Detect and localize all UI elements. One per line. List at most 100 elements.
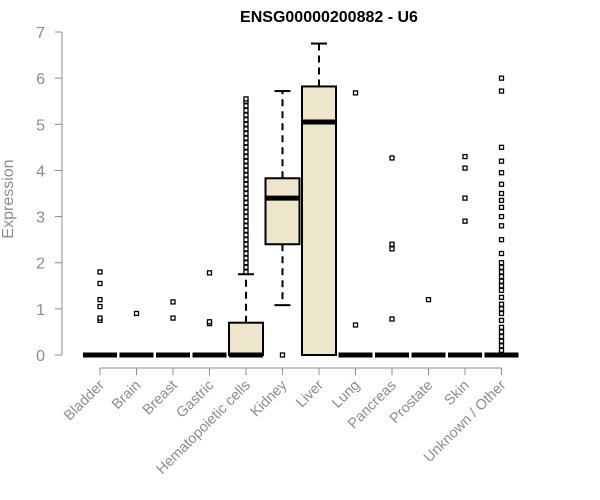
outlier-point: [498, 269, 505, 275]
box-kidney: [264, 90, 301, 358]
outlier-point: [243, 264, 249, 270]
outlier-point: [206, 319, 213, 325]
y-tick-label: 4: [36, 163, 45, 180]
x-tick-label-bladder: Bladder: [61, 377, 108, 424]
box-gastric: [192, 270, 227, 358]
outlier-point: [498, 88, 505, 94]
outlier-point: [243, 107, 249, 114]
outlier-point: [243, 153, 249, 160]
outlier-point: [243, 172, 249, 178]
outlier-point: [389, 316, 395, 322]
y-axis: 0 1 2 3 4 5 6 7: [36, 25, 63, 365]
outlier-point: [498, 273, 505, 280]
box-body: [264, 177, 301, 246]
outlier-point: [97, 303, 103, 310]
outlier-point: [462, 153, 468, 160]
box-pancreas: [375, 155, 409, 358]
y-tick-label: 2: [36, 256, 45, 273]
outlier-point: [498, 278, 505, 284]
outlier-point: [352, 90, 359, 96]
outlier-point: [498, 250, 505, 257]
outlier-point: [243, 117, 249, 123]
outlier-point: [243, 246, 249, 252]
outlier-point: [133, 310, 140, 317]
outlier-point: [498, 75, 505, 81]
outlier-point: [498, 197, 505, 204]
outlier-point: [498, 317, 505, 324]
y-tick-label: 1: [36, 302, 45, 319]
outlier-point: [389, 246, 395, 252]
outlier-point: [498, 213, 505, 220]
box-prostate: [411, 296, 446, 358]
outlier-point: [97, 296, 103, 303]
outlier-point: [498, 301, 505, 307]
outlier-point: [243, 126, 249, 132]
outlier-point: [243, 112, 249, 118]
outlier-point: [243, 144, 249, 151]
outlier-point: [498, 264, 505, 270]
outlier-point: [206, 270, 213, 276]
outlier-point: [243, 200, 249, 206]
outlier-point: [170, 299, 176, 305]
outlier-point: [279, 352, 286, 358]
outlier-point: [243, 195, 249, 201]
chart-title: ENSG00000200882 - U6: [240, 9, 418, 26]
outlier-point: [462, 218, 468, 224]
outlier-point: [498, 190, 505, 197]
outlier-point: [498, 236, 505, 243]
box-bladder: [83, 269, 117, 358]
outlier-point: [243, 213, 249, 220]
outlier-point: [243, 96, 249, 102]
outlier-point: [498, 329, 505, 335]
outlier-point: [97, 269, 103, 275]
outlier-point: [243, 149, 249, 155]
y-tick-label: 6: [36, 71, 45, 88]
plot-area: [83, 42, 519, 358]
outlier-point: [243, 236, 249, 243]
outlier-point: [498, 306, 505, 312]
outlier-point: [498, 144, 505, 151]
box-breast: [156, 299, 190, 358]
outlier-point: [498, 287, 505, 294]
outlier-point: [243, 181, 249, 187]
box-lung: [338, 90, 373, 358]
outlier-point: [498, 294, 505, 300]
outlier-point: [243, 227, 249, 234]
outlier-point: [243, 190, 249, 197]
outlier-point: [243, 186, 249, 192]
outlier-point: [498, 343, 505, 349]
outlier-point: [498, 310, 505, 317]
outlier-point: [97, 315, 103, 321]
outlier-point: [498, 204, 505, 210]
outlier-point: [243, 209, 249, 215]
outlier-point: [498, 283, 505, 289]
outlier-point: [243, 158, 249, 164]
outlier-point: [97, 280, 103, 287]
outlier-point: [243, 163, 249, 169]
box-liver: [301, 42, 337, 356]
outlier-point: [243, 140, 249, 146]
y-axis-label: Expression: [0, 159, 17, 238]
x-tick-label-skin: Skin: [442, 378, 473, 409]
box-unknown-other: [484, 75, 519, 358]
y-tick-label: 0: [36, 348, 45, 365]
outlier-point: [243, 177, 249, 183]
box-skin: [448, 153, 482, 358]
outlier-point: [498, 158, 505, 164]
box-hematopoietic-cells: [228, 96, 264, 358]
outlier-point: [498, 333, 505, 340]
outlier-point: [498, 324, 505, 330]
outlier-point: [498, 260, 505, 266]
box-body: [301, 85, 337, 356]
outlier-point: [243, 135, 249, 141]
outlier-point: [243, 250, 249, 257]
outlier-point: [243, 223, 249, 229]
outlier-point: [243, 167, 249, 174]
outlier-point: [498, 347, 505, 354]
outlier-point: [243, 241, 249, 247]
y-tick-label: 7: [36, 25, 45, 42]
outlier-point: [170, 315, 176, 321]
x-tick-label-liver: Liver: [293, 377, 327, 411]
